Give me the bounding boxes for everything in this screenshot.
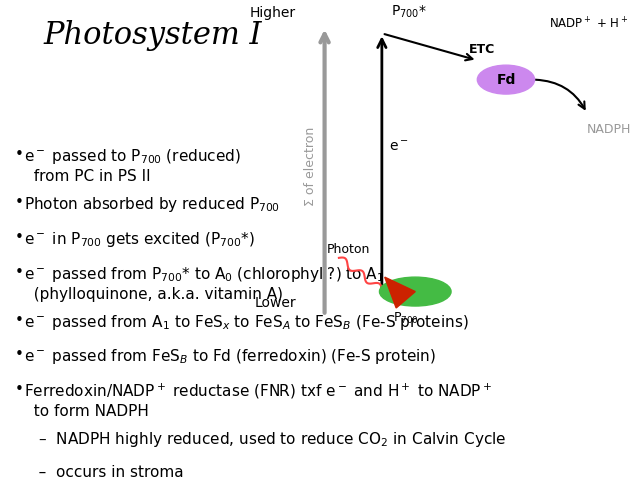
- Text: e$^-$: e$^-$: [390, 140, 409, 154]
- Text: •: •: [14, 382, 23, 397]
- Text: –  NADPH highly reduced, used to reduce CO$_2$ in Calvin Cycle: – NADPH highly reduced, used to reduce C…: [24, 430, 506, 449]
- Text: Higher: Higher: [250, 6, 296, 20]
- Text: •: •: [14, 230, 23, 245]
- Text: Photon absorbed by reduced P$_{700}$: Photon absorbed by reduced P$_{700}$: [24, 195, 280, 214]
- Text: e$^-$ in P$_{700}$ gets excited (P$_{700}$*): e$^-$ in P$_{700}$ gets excited (P$_{700…: [24, 230, 255, 249]
- Text: •: •: [14, 348, 23, 362]
- Text: e$^-$ passed from FeS$_B$ to Fd (ferredoxin) (Fe-S protein): e$^-$ passed from FeS$_B$ to Fd (ferredo…: [24, 348, 436, 366]
- Text: •: •: [14, 147, 23, 162]
- Text: •: •: [14, 195, 23, 210]
- Text: e$^-$ passed from A$_1$ to FeS$_x$ to FeS$_A$ to FeS$_B$ (Fe-S proteins): e$^-$ passed from A$_1$ to FeS$_x$ to Fe…: [24, 313, 468, 332]
- Text: e$^-$ passed from P$_{700}$* to A$_0$ (chlorophyll?) to A$_1$
  (phylloquinone, : e$^-$ passed from P$_{700}$* to A$_0$ (c…: [24, 264, 384, 301]
- Text: Σ of electron: Σ of electron: [304, 127, 317, 206]
- Text: Fd: Fd: [496, 72, 516, 86]
- Text: Photosystem I: Photosystem I: [44, 20, 262, 51]
- Text: e$^-$ passed to P$_{700}$ (reduced)
  from PC in PS II: e$^-$ passed to P$_{700}$ (reduced) from…: [24, 147, 241, 184]
- Text: Photon: Photon: [327, 243, 371, 256]
- Text: NADP$^+$ + H$^+$: NADP$^+$ + H$^+$: [549, 16, 628, 32]
- Text: NADPH: NADPH: [587, 123, 632, 136]
- Text: •: •: [14, 264, 23, 280]
- Text: ETC: ETC: [469, 43, 495, 56]
- Text: –  occurs in stroma: – occurs in stroma: [24, 465, 184, 480]
- Text: Ferredoxin/NADP$^+$ reductase (FNR) txf e$^-$ and H$^+$ to NADP$^+$
  to form NA: Ferredoxin/NADP$^+$ reductase (FNR) txf …: [24, 382, 492, 420]
- Polygon shape: [385, 277, 415, 308]
- Text: Lower: Lower: [254, 296, 296, 311]
- Text: P$_{700}$: P$_{700}$: [393, 311, 419, 326]
- Ellipse shape: [380, 277, 451, 306]
- Text: P$_{700}$*: P$_{700}$*: [392, 3, 428, 20]
- Ellipse shape: [477, 65, 534, 94]
- Text: •: •: [14, 313, 23, 328]
